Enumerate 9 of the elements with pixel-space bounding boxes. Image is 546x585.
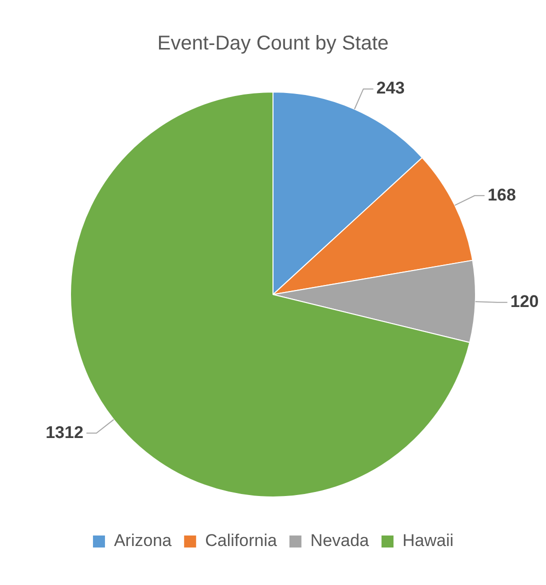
legend-label: Hawaii: [402, 531, 454, 550]
data-label: 243: [376, 78, 405, 98]
data-label: 168: [488, 185, 516, 204]
legend-label: Arizona: [114, 531, 172, 550]
legend-label: Nevada: [310, 531, 370, 550]
chart-title: Event-Day Count by State: [157, 32, 389, 55]
legend-label: California: [205, 531, 278, 550]
data-label: 120: [510, 292, 539, 312]
data-label: 1312: [46, 422, 84, 442]
